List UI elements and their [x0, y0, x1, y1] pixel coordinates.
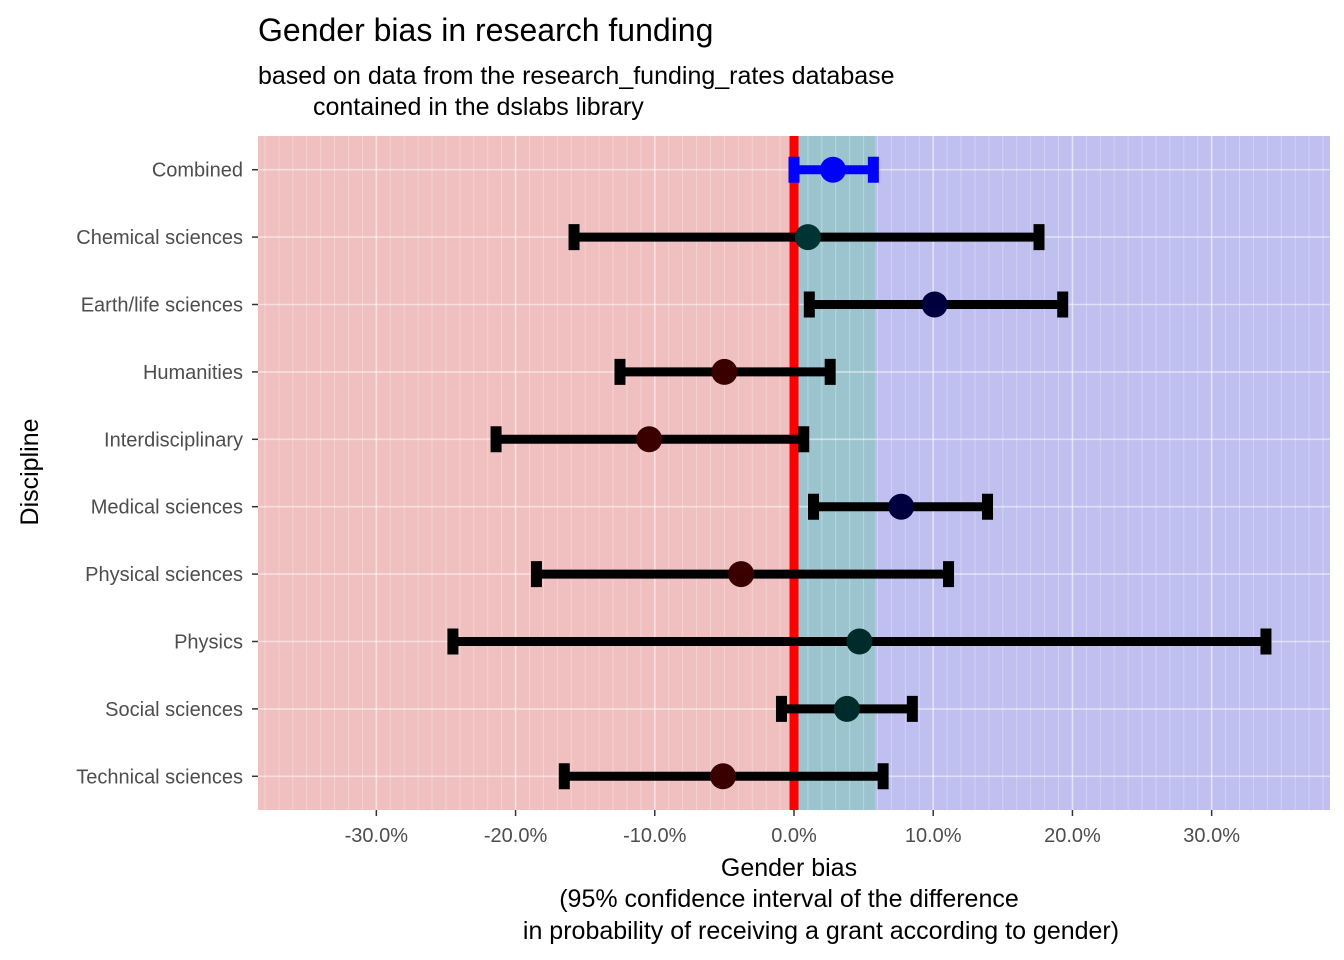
estimate-point	[794, 224, 821, 251]
y-axis-title: Discipline	[16, 419, 44, 526]
errorbar-group	[614, 358, 836, 385]
y-tick-label: Social sciences	[105, 699, 243, 721]
errorbar-group	[775, 695, 918, 722]
x-tick-label: 30.0%	[1183, 825, 1240, 847]
estimate-point	[819, 156, 846, 183]
estimate-point	[711, 358, 738, 385]
errorbar-group	[803, 291, 1069, 318]
estimate-point	[728, 561, 755, 588]
chart-subtitle-line-2: contained in the dslabs library	[313, 93, 644, 121]
y-tick-label: Combined	[152, 160, 243, 182]
x-axis: -30.0% -20.0% -10.0% 0.0% 10.0% 20.0% 30.0%	[345, 810, 1240, 847]
x-tick-label: -10.0%	[623, 825, 687, 847]
errorbar-group	[807, 493, 994, 520]
x-tick-label: -20.0%	[484, 825, 548, 847]
estimate-point	[846, 628, 873, 655]
y-tick-label: Interdisciplinary	[104, 429, 243, 451]
y-tick-label: Humanities	[143, 362, 243, 384]
x-axis-title-line-2: (95% confidence interval of the differen…	[559, 885, 1019, 913]
y-tick-label: Physical sciences	[85, 564, 243, 586]
errorbar-group	[530, 561, 955, 588]
x-tick-label: -30.0%	[345, 825, 409, 847]
estimate-point	[636, 426, 663, 453]
plot-panel	[258, 136, 1330, 810]
x-axis-title-line-3: in probability of receiving a grant acco…	[523, 917, 1119, 945]
x-tick-label: 10.0%	[905, 825, 962, 847]
chart-title: Gender bias in research funding	[258, 12, 713, 48]
y-axis: Combined Chemical sciences Earth/life scie…	[76, 160, 258, 788]
y-tick-label: Technical sciences	[76, 766, 243, 788]
x-tick-label: 20.0%	[1044, 825, 1101, 847]
errorbar-group	[568, 224, 1045, 251]
errorbar-group	[788, 156, 879, 183]
estimate-point	[888, 493, 915, 520]
errorbar-group	[558, 763, 889, 790]
chart-subtitle-line-1: based on data from the research_funding_…	[258, 62, 895, 90]
background-band-1	[258, 136, 794, 810]
background-band-3	[875, 136, 1330, 810]
y-tick-label: Chemical sciences	[76, 227, 243, 249]
y-tick-label: Physics	[174, 632, 243, 654]
y-tick-label: Medical sciences	[91, 497, 243, 519]
estimate-point	[833, 695, 860, 722]
x-axis-title-line-1: Gender bias	[721, 854, 857, 882]
errorbar-group	[447, 628, 1272, 655]
x-tick-label: 0.0%	[771, 825, 817, 847]
estimate-point	[921, 291, 948, 318]
y-tick-label: Earth/life sciences	[81, 295, 243, 317]
errorbar-group	[490, 426, 810, 453]
estimate-point	[709, 763, 736, 790]
